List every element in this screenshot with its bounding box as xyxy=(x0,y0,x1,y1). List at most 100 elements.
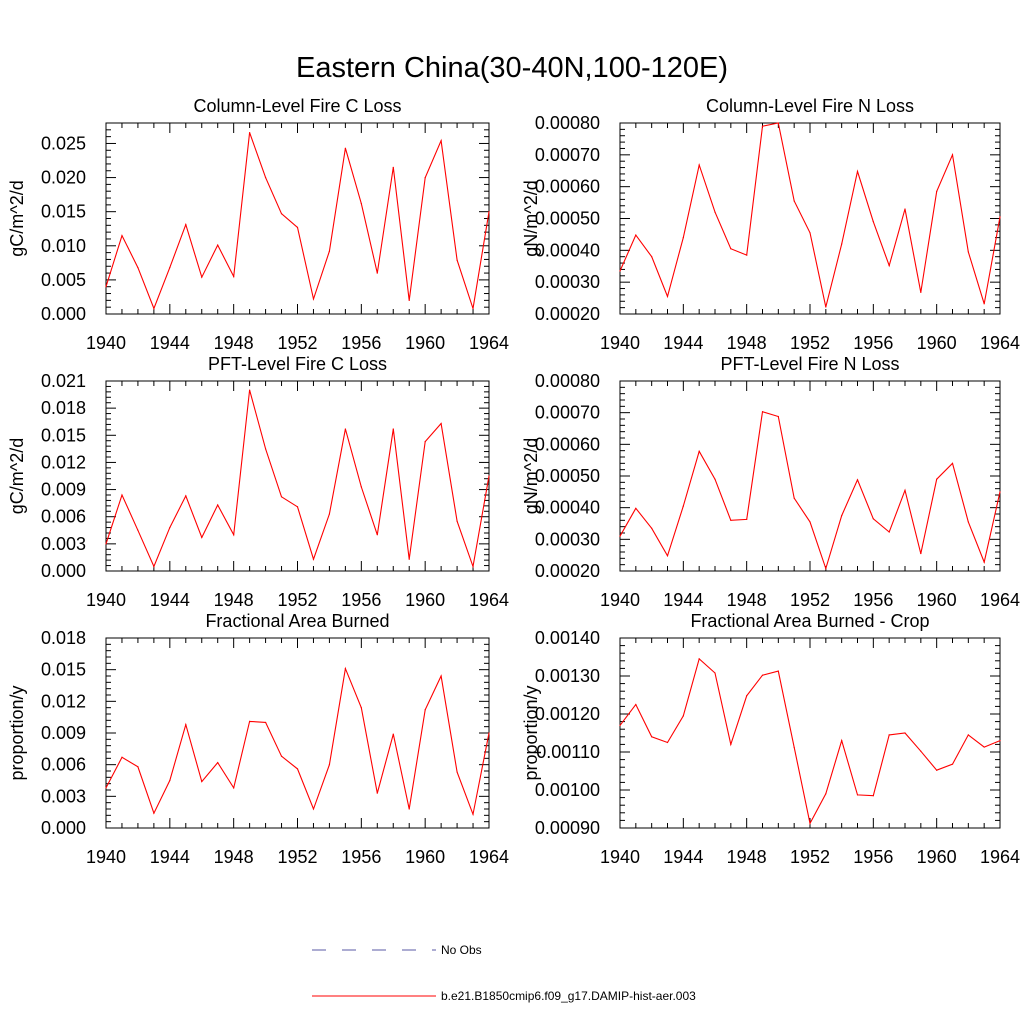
x-tick-label: 1948 xyxy=(214,333,254,353)
data-point xyxy=(651,256,653,258)
x-tick-label: 1960 xyxy=(917,333,957,353)
data-point xyxy=(841,740,843,742)
data-point xyxy=(201,780,203,783)
legend: No Obs b.e21.B1850cmip6.f09_g17.DAMIP-hi… xyxy=(312,943,696,1003)
data-point xyxy=(472,307,474,310)
data-point xyxy=(698,164,700,166)
y-tick-label: 0.00030 xyxy=(535,272,600,292)
y-axis-label: gC/m^2/d xyxy=(7,180,27,256)
x-tick-label: 1964 xyxy=(469,847,509,867)
data-point xyxy=(201,276,203,278)
data-point xyxy=(730,519,732,521)
y-axis-label: proportion/y xyxy=(7,685,27,780)
legend-label-no-obs: No Obs xyxy=(441,943,482,957)
chart-panel-1: Column-Level Fire C Loss gC/m^2/d 1940 1944… xyxy=(7,96,509,353)
data-point xyxy=(761,674,764,676)
data-point xyxy=(472,813,474,815)
y-tick-label: 0.00090 xyxy=(535,818,600,838)
x-tick-label: 1948 xyxy=(214,590,254,610)
data-point xyxy=(714,478,716,480)
x-tick-label: 1964 xyxy=(980,847,1020,867)
data-point xyxy=(153,307,155,310)
data-point xyxy=(730,248,732,250)
panel-title: Fractional Area Burned - Crop xyxy=(690,611,929,631)
y-tick-label: 0.00050 xyxy=(535,209,600,229)
y-tick-label: 0.003 xyxy=(41,534,86,554)
data-point xyxy=(440,422,442,425)
data-point xyxy=(872,518,874,520)
y-tick-label: 0.00020 xyxy=(535,561,600,581)
data-point xyxy=(249,131,251,134)
y-tick-label: 0.00080 xyxy=(535,113,600,133)
data-point xyxy=(233,275,235,278)
y-tick-label: 0.000 xyxy=(41,818,86,838)
data-point xyxy=(761,125,764,127)
data-point xyxy=(619,724,621,727)
data-point xyxy=(121,756,123,758)
x-tick-label: 1952 xyxy=(277,333,317,353)
x-tick-label: 1944 xyxy=(150,590,190,610)
data-point xyxy=(872,221,874,223)
y-tick-label: 0.000 xyxy=(41,561,86,581)
data-point xyxy=(328,513,331,515)
x-tick-label: 1956 xyxy=(853,847,893,867)
data-point xyxy=(264,176,267,179)
data-point xyxy=(424,441,426,443)
data-point xyxy=(904,489,906,491)
figure-title: Eastern China(30-40N,100-120E) xyxy=(296,52,728,84)
data-point xyxy=(999,216,1001,218)
data-point xyxy=(408,808,410,810)
data-point xyxy=(856,794,859,796)
y-tick-label: 0.006 xyxy=(41,755,86,775)
x-tick-label: 1940 xyxy=(600,847,640,867)
data-point xyxy=(682,715,684,717)
panel-title: PFT-Level Fire C Loss xyxy=(208,354,387,374)
data-point xyxy=(121,494,123,496)
data-point xyxy=(951,763,954,765)
data-point xyxy=(682,237,684,239)
data-point xyxy=(328,250,331,252)
panel-title: Column-Level Fire N Loss xyxy=(706,96,914,116)
data-point xyxy=(730,743,732,746)
data-point xyxy=(777,415,779,418)
x-tick-label: 1952 xyxy=(277,847,317,867)
y-tick-label: 0.00140 xyxy=(535,628,600,648)
data-point xyxy=(408,558,410,560)
data-point xyxy=(888,265,890,267)
data-point xyxy=(809,232,811,234)
x-tick-label: 1948 xyxy=(727,333,767,353)
data-point xyxy=(488,211,490,213)
y-tick-label: 0.010 xyxy=(41,236,86,256)
y-tick-label: 0.018 xyxy=(41,628,86,648)
y-axis-label: gN/m^2/d xyxy=(521,180,541,256)
x-tick-label: 1944 xyxy=(150,333,190,353)
x-tick-label: 1940 xyxy=(600,333,640,353)
data-point xyxy=(920,750,922,752)
data-point xyxy=(217,504,219,506)
data-point xyxy=(456,771,458,773)
y-tick-label: 0.00110 xyxy=(536,742,600,762)
data-point xyxy=(376,534,378,536)
data-point xyxy=(983,561,985,563)
data-point xyxy=(105,787,107,789)
data-point xyxy=(936,190,938,193)
data-point xyxy=(635,507,637,509)
data-point xyxy=(856,170,859,172)
data-point xyxy=(904,208,906,210)
data-point xyxy=(201,536,203,539)
y-tick-label: 0.015 xyxy=(41,202,86,222)
data-point xyxy=(296,226,299,228)
data-point xyxy=(456,520,458,522)
data-point xyxy=(936,478,938,480)
data-point xyxy=(137,529,139,531)
chart-panel-4: PFT-Level Fire N Loss gN/m^2/d 1940 1944 194… xyxy=(521,354,1020,610)
data-point xyxy=(344,428,346,430)
x-tick-label: 1948 xyxy=(727,590,767,610)
data-point xyxy=(440,140,442,142)
data-point xyxy=(105,286,107,288)
data-point xyxy=(761,411,764,413)
y-tick-label: 0.025 xyxy=(41,133,86,153)
data-point xyxy=(344,147,346,149)
y-axis-label: proportion/y xyxy=(521,685,541,780)
